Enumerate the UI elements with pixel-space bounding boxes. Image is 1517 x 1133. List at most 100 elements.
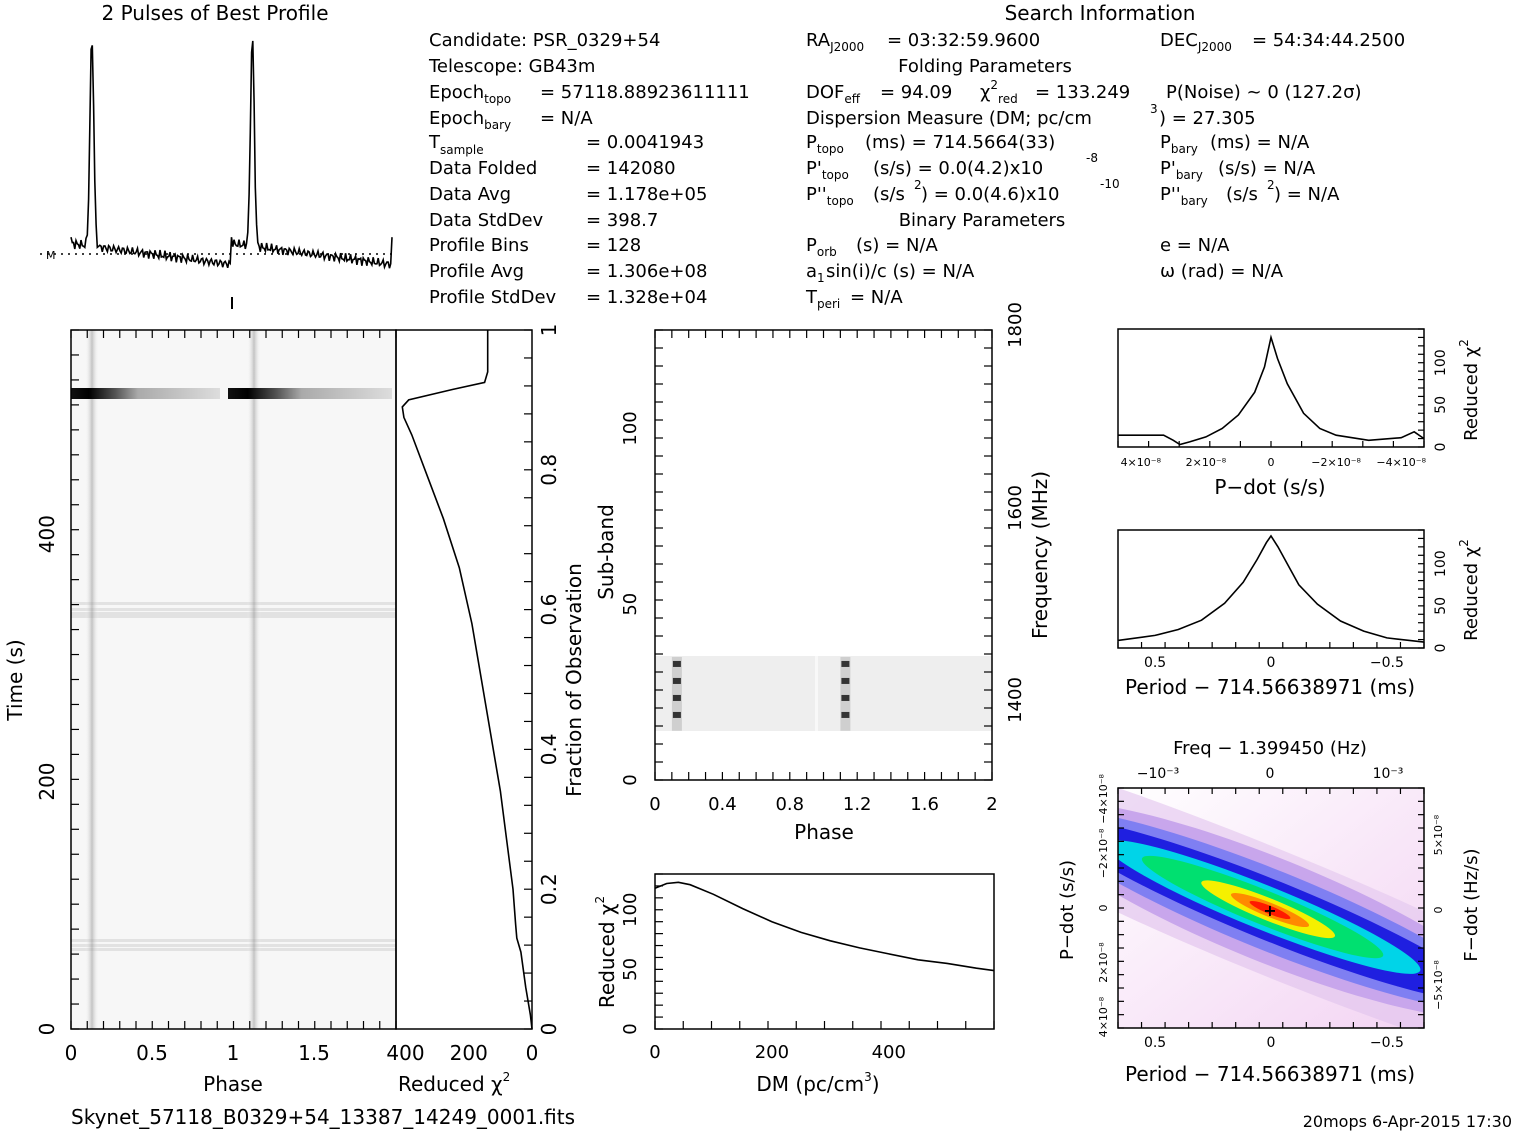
map-contour-red bbox=[1249, 900, 1291, 920]
time-tick-label: 400 bbox=[35, 515, 59, 553]
footer-filename: Skynet_57118_B0329+54_13387_14249_0001.f… bbox=[71, 1105, 575, 1129]
profile-mean-marker: M bbox=[46, 249, 56, 262]
subband-pulse bbox=[671, 656, 682, 731]
pd-topo-exp: -8 bbox=[1086, 151, 1098, 165]
dof-value: = 94.09 bbox=[880, 82, 952, 103]
map-pdot-tick: −2×10⁻⁸ bbox=[1097, 828, 1110, 878]
subband-phase-tick: 1.6 bbox=[910, 794, 939, 815]
pulse-streak-1 bbox=[85, 330, 99, 1029]
subband-phase-label: Phase bbox=[794, 820, 854, 844]
map-fdot-tick: −5×10⁻⁸ bbox=[1432, 960, 1445, 1010]
map-freq-label: Freq − 1.399450 (Hz) bbox=[1173, 738, 1367, 759]
profile-avg-label: Profile Avg bbox=[429, 261, 524, 282]
t-sample-value: = 0.0041943 bbox=[586, 132, 704, 153]
phase-tick-label: 0.5 bbox=[136, 1041, 168, 1065]
map-pdot-label: P−dot (s/s) bbox=[1057, 860, 1078, 960]
pdd-bary-value: (s/s bbox=[1226, 184, 1258, 205]
map-period-tick: −0.5 bbox=[1370, 1035, 1404, 1051]
period-pdot-map: + 0.5 0 −0.5 −10⁻³ 0 10⁻³ 4×10⁻⁸ 2×10⁻⁸ 0 −2×10⁻⁸… bbox=[1097, 766, 1445, 1051]
profile-std-label: Profile StdDev bbox=[429, 287, 557, 308]
period-redchi-tick: 0 bbox=[1433, 644, 1449, 653]
pdd-bary-sq: 2 bbox=[1267, 178, 1275, 192]
pdd-topo-value: (s/s bbox=[873, 184, 905, 205]
redchi-time-frame bbox=[395, 329, 533, 1030]
redchi-tick-label: 200 bbox=[450, 1041, 488, 1065]
redchi-tick-label: 0 bbox=[526, 1041, 539, 1065]
p-bary-value: (ms) = N/A bbox=[1210, 132, 1310, 153]
epoch-bary-label: Epochbary bbox=[429, 108, 511, 132]
period-redchi-label: Reduced χ2 bbox=[1457, 539, 1482, 641]
subband-pulse-dot bbox=[841, 677, 850, 684]
time-phase-row bbox=[71, 602, 396, 605]
pdd-bary-label: P''bary bbox=[1160, 184, 1208, 208]
subband-axis-label: Sub-band bbox=[594, 504, 618, 600]
pulse-streak-2 bbox=[247, 330, 261, 1029]
pdot-redchi-tick: 50 bbox=[1433, 396, 1449, 414]
binary-title: Binary Parameters bbox=[899, 210, 1066, 231]
dm-redchi-label: Reduced χ2 bbox=[593, 896, 619, 1008]
fraction-tick-label: 0.8 bbox=[537, 454, 561, 486]
chi2-red-value: = 133.249 bbox=[1035, 82, 1130, 103]
p-orb-value: (s) = N/A bbox=[856, 235, 938, 256]
search-title: Search Information bbox=[1005, 1, 1196, 25]
info-column-1: Candidate: PSR_0329+54 Telescope: GB43m … bbox=[428, 30, 750, 308]
subband-phase-tick: 0.8 bbox=[775, 794, 804, 815]
frequency-axis-label: Frequency (MHz) bbox=[1028, 471, 1052, 639]
subband-pulse-dot bbox=[841, 694, 850, 701]
pdot-tick-label: 0 bbox=[1268, 456, 1275, 469]
subband-phase-tick: 2 bbox=[986, 794, 997, 815]
profile-avg-value: = 1.306e+08 bbox=[586, 261, 707, 282]
map-fdot-tick: 0 bbox=[1432, 907, 1445, 914]
epoch-topo-value: = 57118.88923611111 bbox=[540, 82, 750, 103]
info-column-3: DECJ2000 = 54:34:44.2500 Pbary (ms) = N/… bbox=[1160, 30, 1405, 282]
subband-phase-panel: 0 0.4 0.8 1.2 1.6 2 0 50 100 1400 1600 1800 bbox=[620, 302, 1026, 815]
profile-title: 2 Pulses of Best Profile bbox=[102, 1, 329, 25]
fraction-tick-label: 1 bbox=[537, 324, 561, 337]
profile-panel: M bbox=[40, 40, 393, 309]
ra-value: = 03:32:59.9600 bbox=[887, 30, 1040, 51]
subband-pulse bbox=[840, 656, 851, 731]
best-fit-marker: + bbox=[1263, 901, 1276, 920]
redchi-tick-label: 400 bbox=[386, 1041, 424, 1065]
data-folded-value: = 142080 bbox=[586, 158, 676, 179]
dof-label: DOFeff bbox=[806, 82, 861, 106]
phase-tick-label: 1.5 bbox=[298, 1041, 330, 1065]
data-std-label: Data StdDev bbox=[429, 210, 544, 231]
subband-pulse-dot bbox=[841, 711, 850, 718]
data-folded-label: Data Folded bbox=[429, 158, 537, 179]
map-pdot-tick: 2×10⁻⁸ bbox=[1097, 942, 1110, 983]
map-freq-tick: 0 bbox=[1266, 766, 1275, 782]
map-freq-tick: 10⁻³ bbox=[1373, 766, 1404, 782]
pdot-tick-label: 4×10⁻⁸ bbox=[1121, 456, 1162, 469]
period-axis-label: Period − 714.56638971 (ms) bbox=[1125, 675, 1415, 699]
pdd-topo-exp: -10 bbox=[1100, 177, 1120, 191]
a1-value: sin(i)/c (s) = N/A bbox=[826, 261, 975, 282]
data-avg-label: Data Avg bbox=[429, 184, 511, 205]
time-tick-label: 0 bbox=[35, 1023, 59, 1036]
subband-phase-tick: 1.2 bbox=[843, 794, 872, 815]
dm-frame bbox=[654, 873, 995, 1030]
pdot-panel: 4×10⁻⁸ 2×10⁻⁸ 0 −2×10⁻⁸ −4×10⁻⁸ 0 50 100 bbox=[1117, 328, 1449, 469]
subband-pulse-dot bbox=[672, 677, 681, 684]
time-phase-row bbox=[71, 608, 396, 611]
pdot-curve bbox=[1118, 334, 1425, 446]
fraction-tick-label: 0.6 bbox=[537, 594, 561, 626]
dm-redchi-tick: 50 bbox=[620, 958, 641, 981]
data-std-value: = 398.7 bbox=[586, 210, 658, 231]
subband-tick-label: 50 bbox=[620, 593, 641, 616]
fraction-tick-label: 0 bbox=[537, 1023, 561, 1036]
subband-ticks: 0 0.4 0.8 1.2 1.6 2 0 50 100 1400 1600 1800 bbox=[620, 302, 1026, 815]
period-tick-label: −0.5 bbox=[1370, 655, 1404, 671]
period-tick-label: 0.5 bbox=[1144, 655, 1166, 671]
subband-tick-label: 0 bbox=[620, 774, 641, 785]
pdot-tick-label: −2×10⁻⁸ bbox=[1311, 456, 1361, 469]
phase-tick-label: 0 bbox=[65, 1041, 78, 1065]
period-redchi-tick: 50 bbox=[1433, 597, 1449, 615]
map-period-tick: 0 bbox=[1267, 1035, 1276, 1051]
candidate-text: Candidate: PSR_0329+54 bbox=[429, 30, 660, 51]
p-topo-value: (ms) = 714.5664(33) bbox=[865, 132, 1055, 153]
redchi-time-panel: 400 200 0 0 0.2 0.4 0.6 0.8 1 bbox=[386, 324, 561, 1065]
dm-axis-label: DM (pc/cm3) bbox=[756, 1070, 879, 1096]
map-pdot-tick: 4×10⁻⁸ bbox=[1097, 996, 1110, 1037]
subband-active-region bbox=[655, 656, 992, 731]
